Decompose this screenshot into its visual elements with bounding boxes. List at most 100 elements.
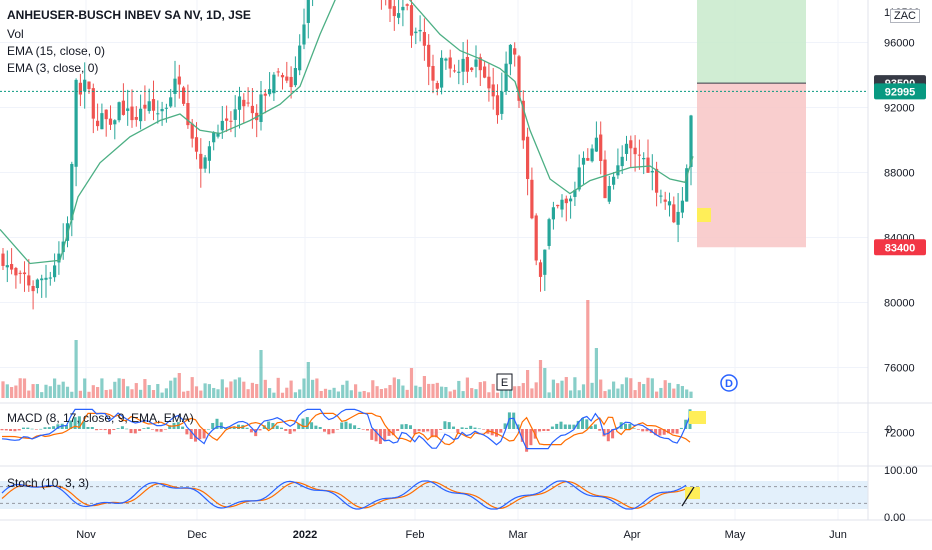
macd-histogram-bar [151,429,154,430]
volume-bar [186,390,190,398]
macd-label[interactable]: MACD (8, 17, close, 9, EMA, EMA) [7,411,194,425]
candle-body [478,57,482,71]
volume-bar [556,383,560,398]
macd-histogram-bar [116,428,120,429]
candle-body [650,170,654,173]
macd-histogram-bar [129,429,133,434]
currency-badge[interactable]: ZAC [890,9,920,23]
macd-histogram-bar [335,429,339,430]
candle-body [190,123,194,139]
candle-body [422,32,426,46]
volume-bar [328,389,332,398]
macd-histogram-bar [624,423,627,429]
macd-histogram-bar [538,429,541,432]
legend-ema3[interactable]: EMA (3, close, 0) [7,61,99,75]
volume-bar [543,368,547,398]
candle-body [27,275,31,286]
candle-body [405,4,409,6]
candle-body [259,94,263,122]
candle-body [5,265,9,268]
volume-bar [31,384,35,398]
volume-bar [375,386,379,398]
candle-body [53,265,57,278]
volume-bar [659,387,663,398]
candle-body [10,264,14,270]
volume-bar [663,380,667,398]
volume-bar [10,387,14,398]
candle-body [70,163,74,221]
macd-histogram-bar [52,426,56,429]
volume-bar [349,390,353,398]
candle-body [31,286,35,292]
volume-bar [70,391,74,398]
volume-bar [91,385,95,398]
volume-bar [409,368,414,398]
candle-body [306,0,310,23]
candle-body [431,65,435,81]
candle-body [612,176,616,185]
volume-bar [233,379,237,398]
candle-body [237,96,242,110]
macd-histogram-bar [292,429,296,432]
volume-bar [225,387,229,398]
macd-histogram-bar [391,429,395,436]
candle-body [435,83,439,89]
candle-body [14,267,18,276]
volume-bar [655,391,659,398]
volume-bar [358,391,362,398]
candle-body [156,113,160,115]
macd-histogram-bar [43,427,47,429]
earnings-marker-label: E [501,377,508,389]
macd-histogram-bar [439,429,443,430]
macd-histogram-bar [103,429,107,431]
macd-histogram-bar [507,412,511,429]
volume-bar [78,390,82,398]
volume-bar [293,392,297,398]
volume-bar [143,379,147,398]
macd-histogram-bar [671,429,675,434]
stop-zone [697,83,806,248]
volume-bar [418,386,422,398]
legend-ema15[interactable]: EMA (15, close, 0) [7,44,106,58]
dividend-marker-circle [720,374,738,392]
stoch-label[interactable]: Stoch (10, 3, 3) [7,476,90,490]
macd-histogram-bar [464,427,468,429]
macd-histogram-bar [82,421,86,429]
macd-histogram-bar [120,426,124,429]
volume-bar [1,381,5,398]
macd-signal-line [2,412,691,446]
time-axis-tick: Nov [76,529,96,541]
macd-histogram-bar [598,429,602,431]
volume-bar [242,381,246,398]
price-axis[interactable]: 7200076000800008400088000920009600010000… [884,0,921,440]
volume-bar [246,389,250,398]
candle-body [22,272,27,275]
candle-body [663,199,667,202]
earnings-marker-box [496,373,513,391]
volume-bar [457,380,461,398]
candle-body [495,95,500,116]
price-tag-box [874,83,926,100]
volume-bars [1,300,693,398]
legend-vol[interactable]: Vol [7,27,24,41]
volume-bar [164,388,168,398]
candle-body [104,109,108,120]
macd-histogram-bar [288,429,292,434]
time-axis-tick: May [725,529,746,541]
time-axis-tick: Apr [623,529,640,541]
macd-histogram-bar [469,425,473,429]
time-axis[interactable]: Nov Dec 2022 Feb Mar Apr May Jun [76,529,847,541]
candle-body [272,74,276,94]
candle-body [147,101,151,112]
macd-histogram-bar [512,412,516,429]
volume-bar [306,362,310,398]
volume-bar [147,385,151,398]
volume-bar [603,391,607,398]
candle-body [448,57,452,69]
volume-bar [599,379,603,398]
volume-bar [646,377,650,398]
volume-bar [538,360,543,398]
candle-body [91,88,95,119]
macd-annotation-box [689,411,706,424]
